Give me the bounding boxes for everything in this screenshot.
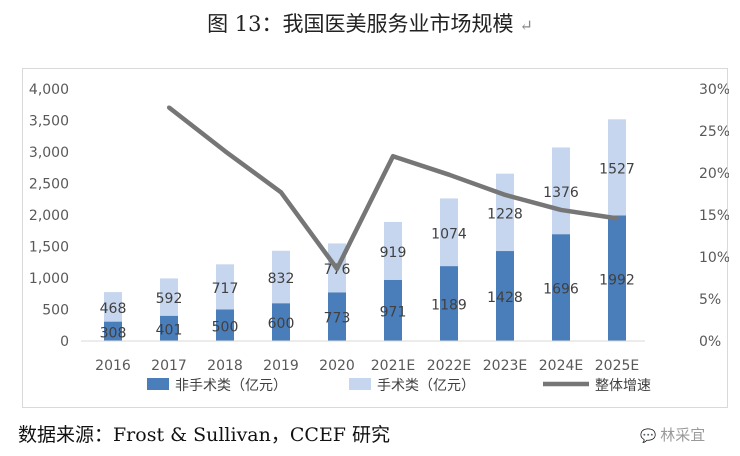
x-tick-label: 2024E (539, 358, 583, 374)
data-label-non-surgical: 401 (156, 322, 183, 338)
data-label-surgical: 1376 (543, 185, 579, 201)
stacked-bar-line-chart: 0 500 1,000 1,500 2,000 2,500 3,000 3,500 4,000 0… (29, 82, 729, 394)
x-tick-label: 2018 (207, 358, 243, 374)
growth-rate-point (503, 192, 507, 197)
bar-non-surgical (160, 315, 178, 341)
y-right-tick-label: 5% (699, 292, 721, 308)
data-label-non-surgical: 1428 (487, 290, 523, 306)
bar-non-surgical (328, 292, 346, 341)
y-left-tick-label: 4,000 (29, 82, 69, 98)
bar-non-surgical (552, 234, 570, 341)
data-label-surgical: 919 (380, 245, 407, 261)
data-label-non-surgical: 773 (324, 311, 351, 327)
data-label-non-surgical: 971 (380, 304, 407, 320)
bar-surgical (440, 198, 458, 267)
growth-rate-point (167, 105, 171, 110)
data-label-non-surgical: 1189 (431, 298, 467, 314)
chart-frame: 0 500 1,000 1,500 2,000 2,500 3,000 3,500 4,000 0… (22, 68, 729, 408)
growth-rate-point (335, 266, 339, 271)
data-label-surgical: 1527 (599, 161, 635, 177)
growth-rate-point (559, 207, 563, 212)
bar-surgical (160, 278, 178, 316)
data-label-surgical: 717 (212, 281, 239, 297)
y-left-tick-label: 3,000 (29, 145, 69, 161)
legend-label-growth: 整体增速 (595, 378, 651, 394)
bar-non-surgical (104, 321, 122, 341)
data-label-surgical: 592 (156, 291, 183, 307)
watermark: 💬 林采宜 (640, 424, 705, 445)
growth-rate-point (223, 149, 227, 154)
bar-surgical (608, 119, 626, 216)
legend-swatch-non-surgical (147, 378, 169, 390)
x-tick-label: 2021E (371, 358, 415, 374)
bar-non-surgical (496, 251, 514, 341)
growth-rate-point (615, 216, 619, 221)
growth-rate-point (279, 190, 283, 195)
x-tick-label: 2023E (483, 358, 527, 374)
y-right-tick-label: 30% (699, 82, 729, 98)
bar-surgical (384, 221, 402, 280)
figure-title: 图 13：我国医美服务业市场规模 ↵ (0, 8, 740, 38)
x-tick-label: 2020 (319, 358, 355, 374)
y-right-tick-label: 25% (699, 124, 729, 140)
y-right-tick-label: 20% (699, 166, 729, 182)
y-left-tick-label: 1,000 (29, 271, 69, 287)
bar-surgical (272, 250, 290, 304)
data-label-non-surgical: 308 (100, 325, 127, 341)
bar-non-surgical (272, 303, 290, 341)
data-label-surgical: 468 (100, 301, 127, 317)
bar-non-surgical (216, 309, 234, 341)
figure-title-text: 图 13：我国医美服务业市场规模 (207, 12, 514, 36)
x-tick-label: 2016 (95, 358, 131, 374)
bar-surgical (216, 264, 234, 310)
legend-swatch-surgical (349, 378, 371, 390)
y-left-tick-label: 500 (42, 303, 69, 319)
y-left-tick-label: 2,500 (29, 177, 69, 193)
bar-non-surgical (608, 215, 626, 341)
x-tick-label: 2019 (263, 358, 299, 374)
bar-surgical (104, 292, 122, 322)
data-label-surgical: 832 (268, 271, 295, 287)
return-mark-icon: ↵ (519, 16, 533, 35)
y-right-tick-label: 10% (699, 250, 729, 266)
y-right-tick-label: 0% (699, 334, 721, 350)
legend-label-surgical: 手术类（亿元） (377, 378, 475, 394)
y-left-tick-label: 2,000 (29, 208, 69, 224)
growth-rate-point (391, 154, 395, 159)
bar-non-surgical (440, 266, 458, 341)
y-left-tick-label: 0 (60, 334, 69, 350)
legend-label-non-surgical: 非手术类（亿元） (175, 378, 287, 394)
source-note: 数据来源：Frost & Sullivan，CCEF 研究 (18, 424, 391, 446)
x-tick-label: 2022E (427, 358, 471, 374)
x-tick-label: 2025E (595, 358, 639, 374)
y-left-tick-label: 3,500 (29, 114, 69, 130)
data-label-non-surgical: 500 (212, 319, 239, 335)
data-label-non-surgical: 1992 (599, 272, 635, 288)
data-label-surgical: 1074 (431, 226, 467, 242)
y-left-tick-label: 1,500 (29, 240, 69, 256)
data-label-non-surgical: 1696 (543, 282, 579, 298)
data-label-non-surgical: 600 (268, 316, 295, 332)
chat-bubble-icon: 💬 (640, 429, 657, 444)
bar-non-surgical (384, 279, 402, 341)
data-label-surgical: 1228 (487, 206, 523, 222)
y-right-tick-label: 15% (699, 208, 729, 224)
x-tick-label: 2017 (151, 358, 187, 374)
growth-rate-point (447, 172, 451, 177)
watermark-text: 林采宜 (660, 426, 706, 444)
